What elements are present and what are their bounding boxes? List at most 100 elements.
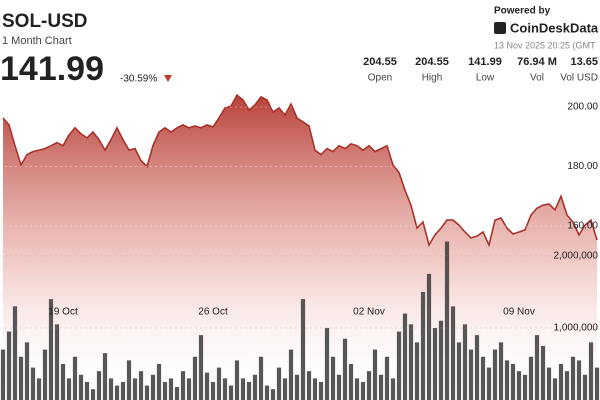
volume-bar xyxy=(54,324,60,400)
volume-bar xyxy=(174,387,180,400)
volume-bar xyxy=(180,371,186,400)
stat-label: Vol xyxy=(530,73,544,84)
volume-bar xyxy=(486,367,492,400)
y-tick-label: 180.00 xyxy=(567,161,598,172)
volume-bar xyxy=(444,241,450,400)
volume-bar xyxy=(378,374,384,400)
volume-bar xyxy=(192,356,198,400)
volume-bar xyxy=(156,363,162,400)
volume-bar xyxy=(294,374,300,400)
y-tick-label: 200.00 xyxy=(567,102,598,113)
volume-bar xyxy=(324,327,330,400)
volume-bar xyxy=(18,356,24,400)
volume-bar xyxy=(186,378,192,400)
stat-value: 76.94 M xyxy=(517,56,557,68)
stat-value: 204.55 xyxy=(363,56,397,68)
price-line xyxy=(2,93,598,248)
volume-bar xyxy=(0,349,6,400)
volume-bar xyxy=(474,335,480,400)
volume-bar xyxy=(258,356,264,400)
volume-bar xyxy=(276,367,282,400)
volume-bar xyxy=(330,356,336,400)
volume-bar xyxy=(498,342,504,400)
volume-bar xyxy=(360,381,366,400)
volume-bar xyxy=(432,327,438,400)
plot-area xyxy=(0,93,600,400)
volume-bar xyxy=(42,349,48,400)
brand-logo xyxy=(494,22,506,34)
volume-bar xyxy=(270,389,276,400)
volume-bar xyxy=(342,338,348,400)
volume-bar xyxy=(564,371,570,400)
volume-bar xyxy=(546,367,552,400)
volume-bar xyxy=(198,335,204,400)
stat-label: Vol USD xyxy=(560,73,598,84)
volume-bar xyxy=(300,299,306,400)
volume-bar xyxy=(594,367,600,400)
current-price: 141.99 xyxy=(0,50,104,88)
volume-bar xyxy=(132,378,138,400)
volume-bar xyxy=(228,385,234,400)
volume-bar xyxy=(114,385,120,400)
volume-bar xyxy=(570,356,576,400)
volume-bar xyxy=(408,324,414,400)
volume-bar xyxy=(558,363,564,400)
y2-tick-label: 2,000,000 xyxy=(554,251,599,262)
volume-bar xyxy=(108,378,114,400)
volume-bar xyxy=(366,371,372,400)
stat-label: Low xyxy=(476,73,495,84)
volume-bar xyxy=(36,378,42,400)
volume-bar xyxy=(534,335,540,400)
volume-bar xyxy=(96,371,102,400)
volume-bar xyxy=(84,381,90,400)
volume-bar xyxy=(210,381,216,400)
stat-value: 204.55 xyxy=(415,56,449,68)
volume-bar xyxy=(66,378,72,400)
volume-bar xyxy=(78,374,84,400)
volume-bar xyxy=(282,378,288,400)
volume-bar xyxy=(240,378,246,400)
y2-tick-label: 1,000,000 xyxy=(554,323,599,334)
volume-bar xyxy=(288,349,294,400)
volume-bar xyxy=(438,320,444,400)
timestamp: 13 Nov 2025 20:25 (GMT xyxy=(494,40,596,50)
x-tick-label: 26 Oct xyxy=(198,307,228,318)
volume-bar xyxy=(528,356,534,400)
volume-bar xyxy=(504,360,510,400)
volume-bar xyxy=(264,385,270,400)
volume-bar xyxy=(510,363,516,400)
x-tick-label: 09 Nov xyxy=(503,307,535,318)
volume-bar xyxy=(348,363,354,400)
volume-bar xyxy=(252,374,258,400)
volume-bar xyxy=(390,378,396,400)
volume-bar xyxy=(126,360,132,400)
volume-bar xyxy=(138,371,144,400)
volume-bar xyxy=(12,306,18,400)
powered-by: Powered by xyxy=(494,6,551,17)
volume-bar xyxy=(120,381,126,400)
volume-bar xyxy=(60,363,66,400)
volume-bar xyxy=(456,342,462,400)
volume-bar xyxy=(6,331,12,400)
volume-bar xyxy=(312,378,318,400)
volume-bar xyxy=(420,291,426,400)
brand: CoinDeskData xyxy=(510,20,599,35)
volume-bar xyxy=(306,371,312,400)
volume-bar xyxy=(168,378,174,400)
volume-bar xyxy=(222,378,228,400)
volume-bar xyxy=(468,349,474,400)
volume-bar xyxy=(30,367,36,400)
price-change: -30.59% xyxy=(120,74,157,85)
volume-bar xyxy=(102,353,108,400)
volume-bar xyxy=(48,299,54,400)
volume-bar xyxy=(150,374,156,400)
chart-title: SOL-USD xyxy=(2,11,88,32)
volume-bar xyxy=(246,381,252,400)
volume-bar xyxy=(90,389,96,400)
volume-bar xyxy=(522,374,528,400)
volume-bar xyxy=(552,378,558,400)
volume-bar xyxy=(162,381,168,400)
volume-bar xyxy=(426,273,432,400)
volume-bar xyxy=(336,374,342,400)
